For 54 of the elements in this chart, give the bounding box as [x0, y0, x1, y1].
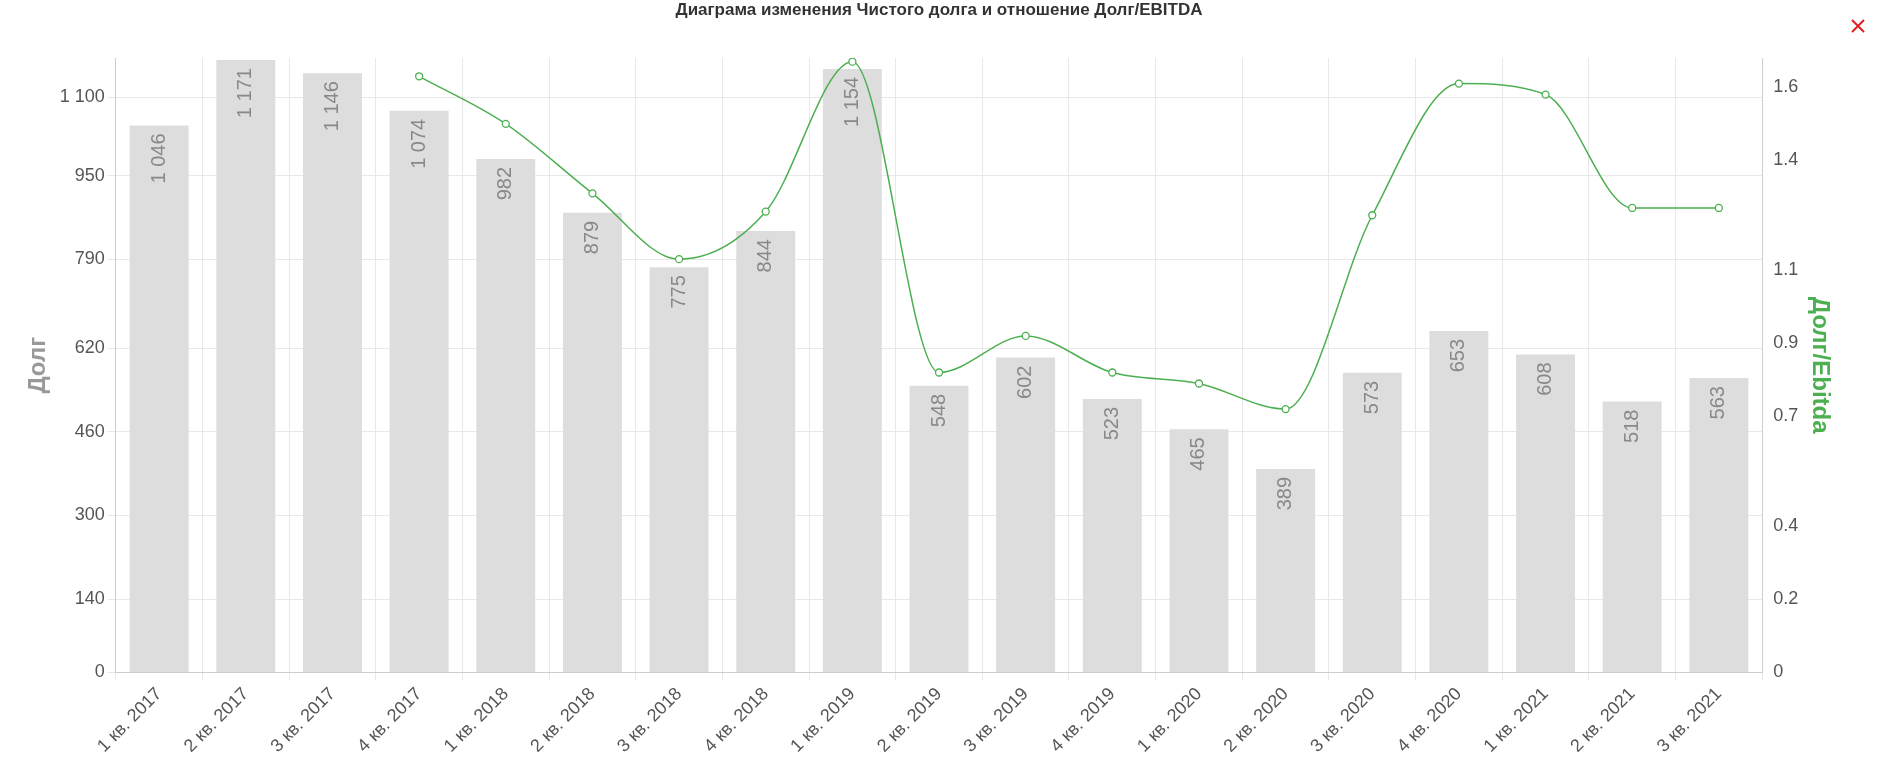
- y2-tick-label: 0.2: [1773, 588, 1799, 609]
- point: [1454, 79, 1464, 88]
- data-label: 653: [1446, 338, 1469, 373]
- data-label: 775: [666, 275, 689, 309]
- point: [848, 58, 857, 66]
- data-label: 518: [1619, 409, 1642, 443]
- point: [1368, 211, 1377, 220]
- y-tick-label: 300: [74, 504, 105, 525]
- data-label: 465: [1186, 437, 1209, 471]
- data-label: 389: [1273, 476, 1296, 511]
- point: [501, 119, 510, 128]
- y2-tick-label: 0.4: [1773, 515, 1799, 536]
- point: [1628, 203, 1637, 213]
- point: [588, 189, 597, 198]
- data-label: 844: [753, 239, 776, 273]
- data-label: 523: [1099, 406, 1122, 441]
- point: [674, 254, 684, 264]
- y-tick-label: 460: [74, 420, 105, 441]
- data-label: 1 171: [233, 68, 256, 119]
- y2-axis-title: Долг/Ebitda: [1807, 296, 1835, 435]
- point: [934, 368, 944, 377]
- data-label: 879: [579, 220, 602, 255]
- data-label: 563: [1706, 386, 1729, 420]
- y-tick-label: 620: [74, 337, 105, 358]
- point: [761, 207, 770, 216]
- data-label: 602: [1013, 365, 1036, 399]
- y-tick-label: 790: [74, 248, 105, 269]
- y2-tick-label: 1.1: [1773, 259, 1799, 280]
- y2-tick-label: 1.4: [1773, 149, 1799, 170]
- y-tick-label: 140: [74, 588, 105, 609]
- point: [414, 72, 424, 81]
- y2-tick-label: 0.7: [1773, 405, 1799, 426]
- point: [1714, 203, 1723, 213]
- data-label: 1 046: [146, 133, 169, 184]
- chart-title: Диаграма изменения Чистого долга и отношение Долг/EBITDA: [674, 0, 1204, 20]
- data-label: 573: [1359, 380, 1382, 415]
- point: [1021, 331, 1030, 341]
- point: [1281, 404, 1290, 414]
- data-label: 1 154: [839, 76, 862, 128]
- y-tick-label: 950: [74, 164, 105, 185]
- y-tick-label: 0: [94, 661, 105, 682]
- data-label: 608: [1533, 362, 1556, 396]
- y2-tick-label: 0: [1773, 661, 1784, 682]
- y-axis-title: Долг: [23, 336, 51, 394]
- y2-tick-label: 1.6: [1773, 76, 1799, 97]
- data-label: 982: [493, 166, 516, 201]
- y2-tick-label: 0.9: [1773, 332, 1799, 353]
- point: [1194, 379, 1204, 388]
- data-label: 1 074: [406, 118, 429, 169]
- point: [1541, 90, 1550, 99]
- data-label: 1 146: [319, 81, 342, 132]
- point: [1108, 368, 1117, 377]
- y-tick-label: 1 100: [59, 86, 105, 107]
- data-label: 548: [926, 393, 949, 428]
